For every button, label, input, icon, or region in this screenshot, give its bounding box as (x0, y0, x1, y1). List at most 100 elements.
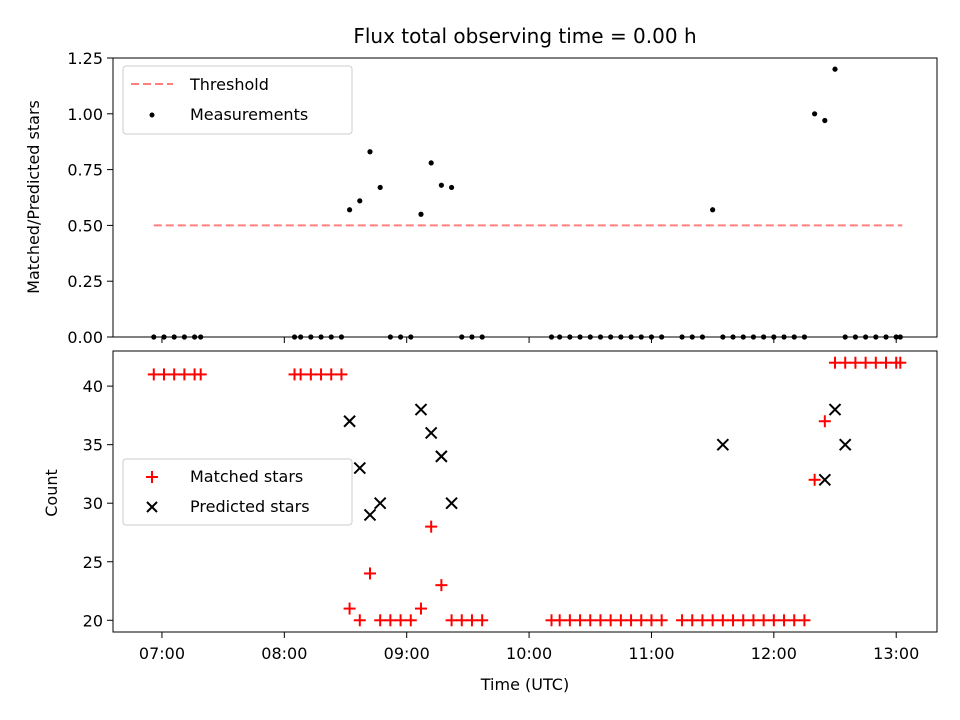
matched-star-point (798, 614, 811, 627)
matched-star-point (435, 579, 448, 592)
predicted-star-point (828, 403, 842, 416)
count-y-tick-label: 35 (83, 436, 103, 455)
matched-star-point (147, 368, 160, 381)
matched-star-point (394, 614, 407, 627)
measurements-legend-label: Measurements (190, 105, 308, 124)
x-tick-label: 07:00 (139, 644, 185, 663)
predicted-star-point (343, 415, 356, 428)
matched-star-point (614, 614, 627, 627)
count-y-tick-label: 40 (83, 377, 103, 396)
measurement-point (832, 66, 838, 72)
ratio-legend-box (122, 65, 353, 135)
measurement-point (367, 149, 373, 155)
matched-star-point (859, 356, 872, 369)
measurement-point (710, 207, 716, 213)
predicted-legend-swatch (146, 501, 158, 513)
x-tick-label: 09:00 (384, 644, 430, 663)
matched-star-point (563, 614, 576, 627)
predicted-star-point (424, 426, 438, 440)
matched-star-point (778, 614, 791, 627)
matched-star-point (706, 614, 719, 627)
predicted-star-point (373, 497, 387, 510)
matched-star-point (353, 614, 366, 627)
ratio-y-tick-label: 0.75 (67, 161, 103, 180)
matched-star-point (294, 368, 307, 381)
matched-star-point (553, 614, 566, 627)
matched-star-point (788, 614, 801, 627)
count-x-axis: 07:00 08:00 09:00 10:00 11:00 12:00 13:00 (139, 632, 919, 663)
predicted-star-point (818, 473, 832, 486)
x-tick-label: 10:00 (506, 644, 552, 663)
measurement-point (346, 207, 353, 213)
matched-star-point (455, 614, 468, 627)
matched-star-point (315, 368, 328, 381)
matched-star-point (869, 356, 882, 369)
matched-star-point (604, 614, 617, 627)
matched-star-point (445, 614, 458, 627)
matched-star-point (374, 614, 387, 627)
x-tick-label: 11:00 (628, 644, 674, 663)
matched-star-point (325, 368, 338, 381)
predicted-star-point (839, 438, 852, 451)
matched-star-point (635, 614, 648, 627)
matched-star-point (655, 614, 668, 627)
count-panel: 20 25 30 35 40 07:00 08:00 09:00 10:00 11:00 12:0… (42, 350, 938, 694)
matched-star-point (757, 614, 770, 627)
predicted-star-point (414, 403, 428, 416)
matched-star-point (157, 368, 170, 381)
count-y-tick-label: 20 (83, 611, 103, 630)
predicted-star-point (435, 450, 448, 463)
measurement-point (418, 211, 424, 217)
threshold-legend-label: Threshold (189, 75, 269, 94)
measurement-point (377, 184, 383, 191)
matched-star-point (894, 356, 907, 369)
matched-star-point (767, 614, 780, 627)
matched-star-point (727, 614, 740, 627)
matched-star-point (829, 356, 842, 369)
measurement-point (448, 184, 455, 191)
ratio-axes-frame (112, 57, 938, 338)
matched-star-point (414, 602, 427, 615)
x-axis-label: Time (UTC) (480, 675, 569, 694)
count-legend-box (122, 458, 353, 526)
matched-star-point (625, 614, 638, 627)
measurement-point (428, 160, 434, 166)
matched-star-point (696, 614, 709, 627)
count-y-axis: 20 25 30 35 40 (83, 377, 113, 630)
count-legend: Matched stars Predicted stars (122, 458, 353, 526)
matched-star-point (476, 614, 489, 627)
predicted-legend-label: Predicted stars (190, 497, 310, 516)
measurements-legend-swatch (149, 112, 155, 118)
matched-star-point (849, 356, 862, 369)
measurement-point (438, 182, 444, 188)
ratio-legend: Threshold Measurements (122, 65, 353, 135)
matched-star-point (384, 614, 397, 627)
ratio-y-axis: 0.00 0.25 0.50 0.75 1.00 1.25 (67, 49, 113, 347)
matched-star-point (818, 415, 831, 428)
matched-legend-swatch (146, 471, 158, 483)
x-tick-label: 08:00 (261, 644, 307, 663)
ratio-y-tick-label: 1.00 (67, 105, 103, 124)
matched-star-point (594, 614, 607, 627)
matched-star-point (363, 567, 376, 580)
count-axes-frame (112, 350, 938, 633)
measurement-point (822, 117, 828, 124)
ratio-y-tick-label: 1.25 (67, 49, 103, 68)
matched-star-point (880, 356, 893, 369)
matched-star-point (645, 614, 658, 627)
count-y-axis-label: Count (42, 469, 61, 517)
predicted-star-point (363, 508, 377, 522)
measurement-point (357, 198, 363, 204)
matched-star-point (465, 614, 478, 627)
matched-star-point (425, 520, 438, 533)
ratio-panel: Flux total observing time = 0.00 h 0.000… (24, 24, 938, 347)
measurement-point (812, 111, 818, 117)
predicted-star-point (716, 438, 730, 451)
matched-star-point (808, 473, 821, 486)
matched-star-point (178, 368, 191, 381)
matched-star-point (168, 368, 181, 381)
count-y-tick-label: 25 (83, 553, 103, 572)
count-plot-area (147, 356, 907, 627)
matched-star-point (676, 614, 689, 627)
